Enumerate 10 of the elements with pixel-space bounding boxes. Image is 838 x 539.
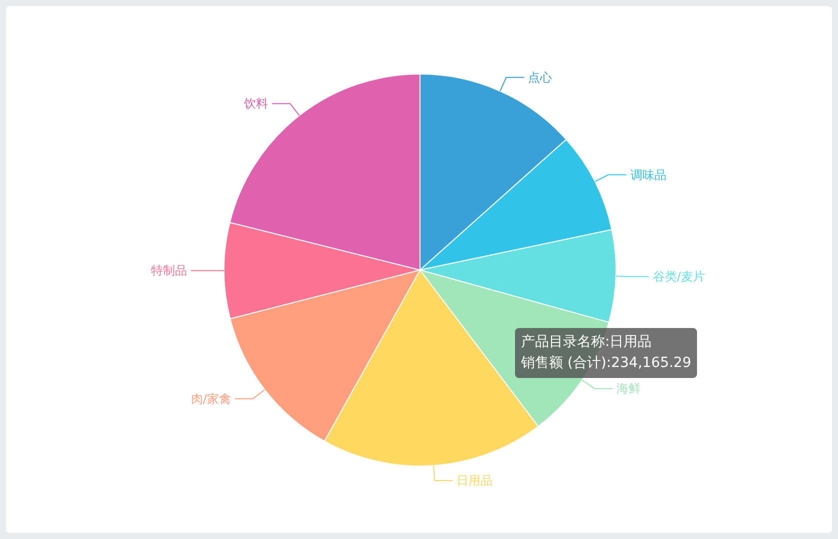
- slice-label: 点心: [528, 70, 552, 84]
- slice-label: 调味品: [630, 168, 666, 182]
- slice-label: 谷类/麦片: [652, 270, 705, 284]
- slice-label: 饮料: [243, 96, 268, 111]
- slice-label: 肉/家禽: [190, 392, 231, 406]
- slice-label: 日用品: [456, 473, 493, 488]
- text: 销售额 (合计):234,165.29: [521, 354, 692, 373]
- text: 产品目录名称:日用品: [521, 333, 653, 352]
- slice-label: 特制品: [151, 264, 187, 278]
- slice-label: 海鲜: [616, 382, 641, 396]
